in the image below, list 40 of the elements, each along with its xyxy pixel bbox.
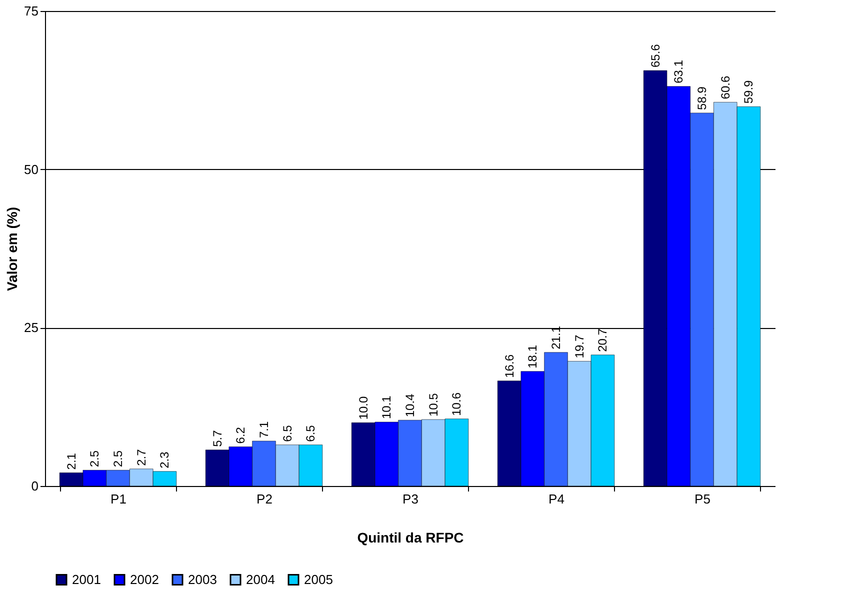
data-label: 60.6 [718, 76, 732, 100]
data-label: 2.1 [64, 452, 78, 470]
data-label: 18.1 [526, 344, 540, 368]
y-tick-label: 25 [24, 320, 38, 336]
data-label: 2.5 [88, 450, 102, 468]
data-label: 7.1 [257, 421, 271, 438]
data-label: 10.0 [356, 396, 370, 420]
data-label: 6.2 [234, 426, 248, 444]
y-axis-title: Valor em (%) [4, 206, 20, 292]
data-label: 2.5 [111, 450, 125, 468]
x-tick-label: P4 [548, 492, 564, 506]
x-tick-label: P1 [110, 492, 126, 506]
x-tick-label: P3 [402, 492, 418, 506]
data-label: 2.7 [134, 448, 148, 466]
data-label: 59.9 [742, 80, 756, 104]
data-label: 6.5 [280, 424, 294, 442]
data-label: 65.6 [648, 44, 662, 68]
data-label: 20.7 [596, 328, 610, 352]
y-tick-label: 75 [24, 4, 38, 18]
data-label: 6.5 [304, 424, 318, 442]
x-tick-label: P5 [694, 492, 710, 506]
legend-label: 2004 [246, 572, 275, 587]
legend-label: 2003 [188, 572, 217, 587]
data-label: 10.6 [450, 392, 464, 416]
y-tick-label: 50 [24, 162, 38, 177]
data-label: 19.7 [572, 334, 586, 358]
legend-label: 2001 [72, 572, 101, 587]
data-label: 5.7 [210, 430, 224, 447]
x-tick-label: P2 [256, 492, 272, 506]
y-tick-label: 0 [31, 478, 38, 494]
legend-label: 2002 [130, 572, 159, 587]
data-label: 10.4 [403, 393, 417, 418]
data-label: 2.3 [158, 451, 172, 468]
data-label: 63.1 [672, 60, 686, 84]
data-label: 10.5 [426, 392, 440, 416]
legend-label: 2005 [304, 572, 333, 587]
data-label: 58.9 [695, 86, 709, 110]
data-label: 16.6 [502, 354, 516, 378]
data-label: 10.1 [380, 395, 394, 420]
x-axis-title: Quintil da RFPC [357, 530, 464, 546]
